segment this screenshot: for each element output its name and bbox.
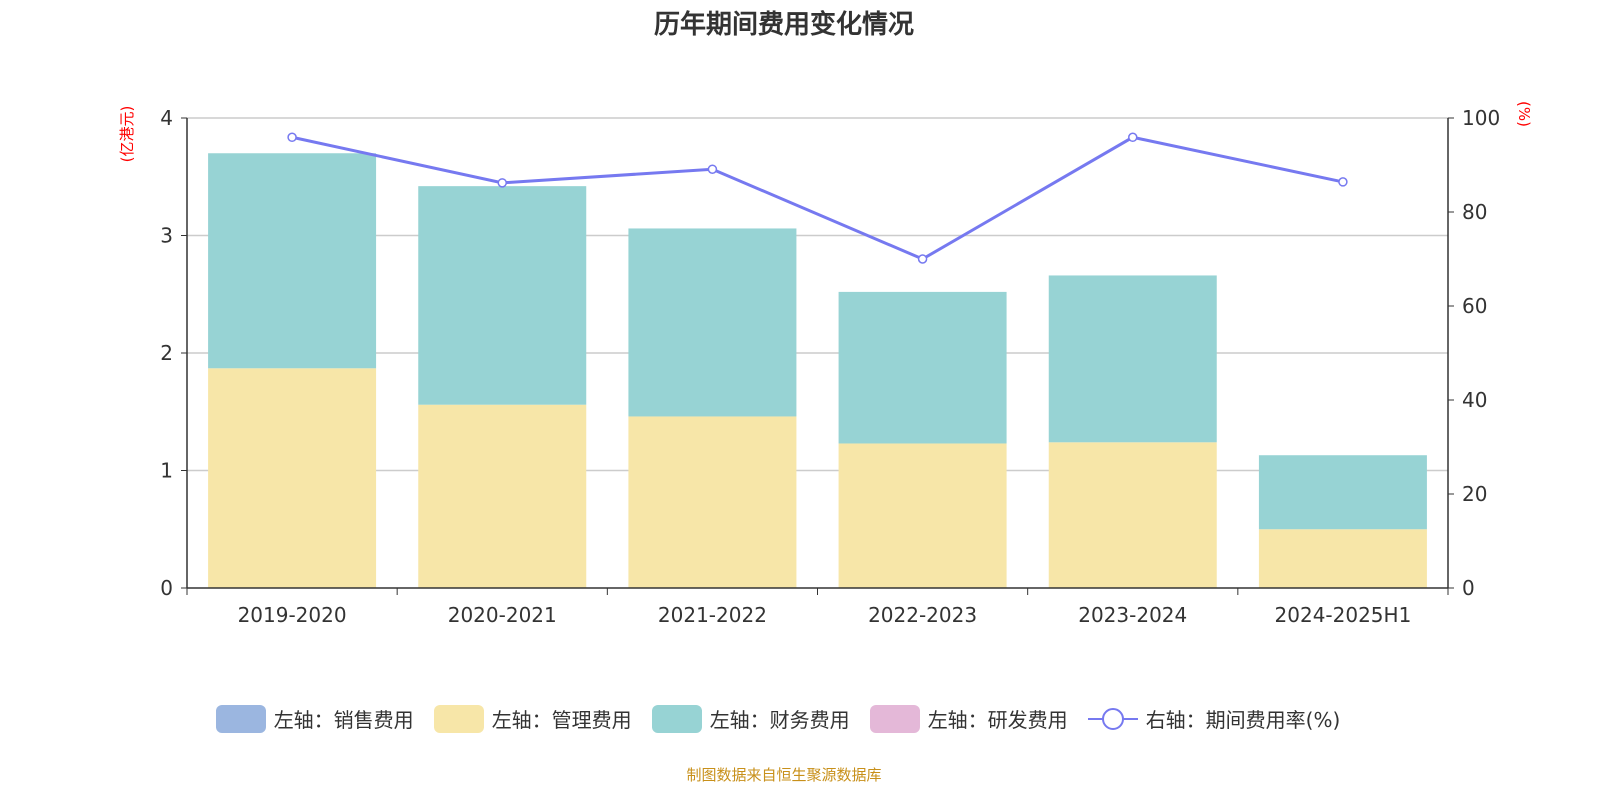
legend-label: 右轴：期间费用率(%): [1145, 708, 1341, 732]
bar-segment: [1258, 529, 1427, 588]
bar-segment: [838, 443, 1007, 588]
x-tick-label: 2019-2020: [238, 603, 347, 627]
left-tick-label: 3: [160, 224, 173, 248]
right-tick-label: 0: [1462, 576, 1475, 600]
legend-item[interactable]: 右轴：期间费用率(%): [1087, 704, 1341, 733]
right-tick-label: 40: [1462, 388, 1487, 412]
rate-line: [291, 135, 1344, 261]
left-axis-label: (亿港元): [118, 106, 136, 163]
legend-swatch: [433, 704, 484, 733]
bar-segment: [1258, 455, 1427, 530]
legend-item[interactable]: 左轴：研发费用: [869, 704, 1068, 733]
x-tick-label: 2023-2024: [1078, 603, 1187, 627]
legend: 左轴：销售费用 左轴：管理费用 左轴：财务费用 左轴：研发费用 右轴：期间费用率(%): [0, 704, 1556, 733]
x-tick-label: 2020-2021: [448, 603, 557, 627]
legend-item[interactable]: 左轴：销售费用: [215, 704, 414, 733]
x-tick-label: 2024-2025H1: [1275, 603, 1412, 627]
legend-label: 左轴：财务费用: [709, 708, 850, 732]
rate-point: [707, 164, 718, 174]
left-tick-label: 2: [160, 341, 173, 365]
left-tick-label: 4: [160, 106, 173, 130]
legend-swatch: [651, 704, 702, 733]
bar-segment: [418, 404, 587, 588]
rate-point: [917, 254, 928, 264]
x-tick-label: 2021-2022: [658, 603, 767, 627]
left-tick-label: 0: [160, 576, 173, 600]
source-note: 制图数据来自恒生聚源数据库: [686, 766, 882, 784]
legend-item[interactable]: 左轴：财务费用: [651, 704, 850, 733]
bar-segment: [418, 186, 587, 405]
bar-segment: [1048, 275, 1217, 443]
bar-segment: [208, 153, 377, 369]
x-tick-label: 2022-2023: [868, 603, 977, 627]
legend-swatch: [869, 704, 920, 733]
bar-segment: [208, 368, 377, 588]
legend-label: 左轴：销售费用: [273, 708, 414, 732]
bar-segment: [628, 416, 797, 588]
right-axis-label: (%): [1515, 101, 1533, 127]
chart-title: 历年期间费用变化情况: [653, 10, 914, 40]
legend-swatch: [215, 704, 266, 733]
right-tick-label: 80: [1462, 200, 1487, 224]
line-marker-icon: [1087, 707, 1138, 730]
legend-label: 左轴：管理费用: [491, 708, 632, 732]
right-tick-label: 20: [1462, 482, 1487, 506]
rate-point: [1128, 132, 1138, 143]
left-tick-label: 1: [160, 459, 173, 483]
rate-point: [497, 178, 507, 188]
right-tick-label: 60: [1462, 294, 1487, 318]
rate-point: [1338, 177, 1348, 187]
bar-segment: [1048, 442, 1217, 588]
bar-segment: [628, 228, 797, 417]
right-tick-label: 100: [1462, 106, 1500, 130]
legend-item[interactable]: 左轴：管理费用: [433, 704, 632, 733]
rate-point: [287, 132, 297, 143]
bar-segment: [838, 291, 1007, 444]
legend-label: 左轴：研发费用: [927, 708, 1068, 732]
